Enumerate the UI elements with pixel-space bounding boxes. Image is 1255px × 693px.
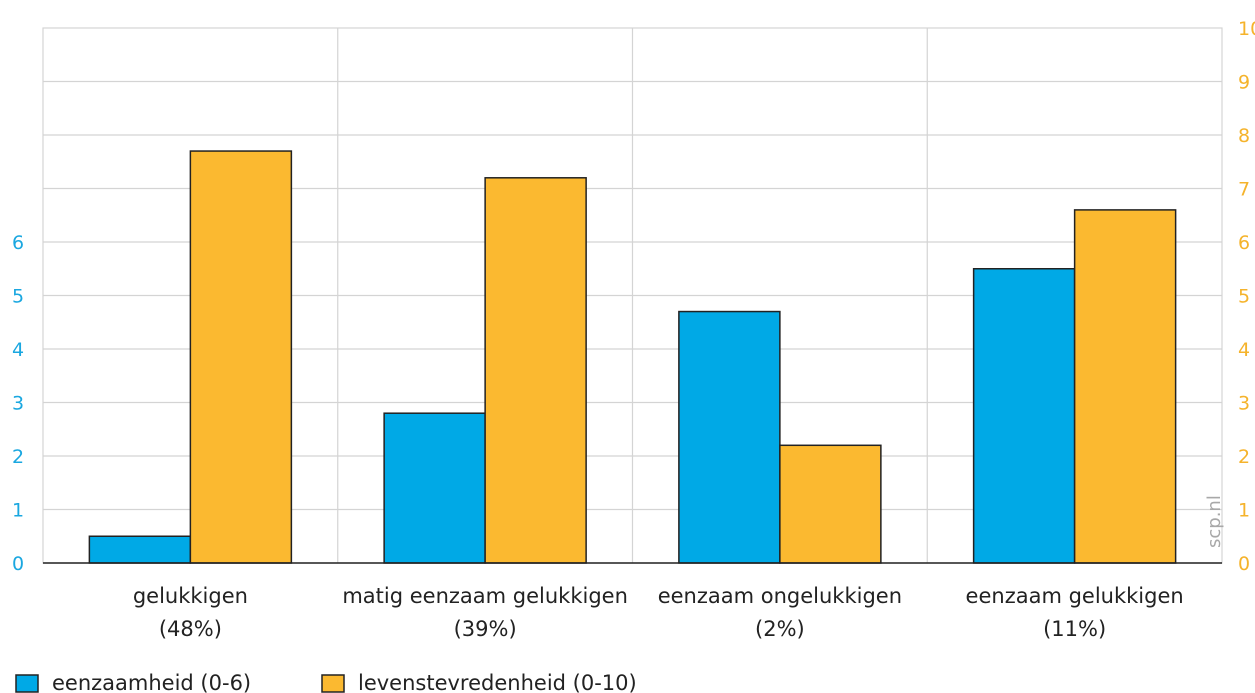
- category-label: matig eenzaam gelukkigen: [342, 584, 628, 608]
- category-label: gelukkigen: [133, 584, 248, 608]
- category-label: (2%): [755, 617, 805, 641]
- right-tick-label: 1: [1238, 500, 1250, 522]
- right-tick-label: 2: [1238, 446, 1250, 468]
- category-label: eenzaam gelukkigen: [966, 584, 1184, 608]
- left-tick-label: 5: [12, 286, 24, 308]
- left-tick-label: 2: [12, 446, 24, 468]
- right-tick-label: 3: [1238, 393, 1250, 415]
- left-tick-label: 3: [12, 393, 24, 415]
- category-label: (39%): [454, 617, 517, 641]
- watermark-text: scp.nl: [1204, 495, 1225, 548]
- legend-label: levenstevredenheid (0-10): [358, 671, 637, 693]
- bar-levenstevredenheid-3: [1073, 209, 1177, 564]
- left-tick-label: 4: [12, 339, 24, 361]
- left-tick-label: 1: [12, 500, 24, 522]
- bar-levenstevredenheid-2: [779, 444, 882, 564]
- bar-levenstevredenheid-0: [189, 150, 293, 564]
- category-labels: gelukkigen (48%) matig eenzaam gelukkigen (…: [133, 584, 1184, 641]
- category-label: (48%): [159, 617, 222, 641]
- category-label: eenzaam ongelukkigen: [658, 584, 902, 608]
- left-axis-ticks: 0 1 2 3 4 5 6: [12, 232, 24, 575]
- legend: eenzaamheid (0-6) levenstevredenheid (0-1…: [15, 671, 637, 693]
- right-tick-label: 9: [1238, 72, 1250, 94]
- right-tick-label: 5: [1238, 286, 1250, 308]
- legend-swatch: [321, 674, 345, 693]
- right-tick-label: 6: [1238, 232, 1250, 254]
- legend-label: eenzaamheid (0-6): [52, 671, 251, 693]
- bar-eenzaamheid-3: [972, 268, 1076, 564]
- legend-swatch: [15, 674, 39, 693]
- right-tick-label: 8: [1238, 125, 1250, 147]
- right-axis-ticks: 0 1 2 3 4 5 6 7 8 9 10: [1238, 18, 1255, 575]
- bar-eenzaamheid-1: [383, 412, 486, 564]
- left-tick-label: 0: [12, 553, 24, 575]
- right-tick-label: 4: [1238, 339, 1250, 361]
- bar-eenzaamheid-2: [678, 310, 781, 564]
- right-tick-label: 10: [1238, 18, 1255, 40]
- right-tick-label: 0: [1238, 553, 1250, 575]
- left-tick-label: 6: [12, 232, 24, 254]
- bar-eenzaamheid-0: [88, 535, 192, 564]
- bar-levenstevredenheid-1: [484, 177, 587, 564]
- category-label: (11%): [1043, 617, 1106, 641]
- bars: [88, 150, 1177, 564]
- right-tick-label: 7: [1238, 179, 1250, 201]
